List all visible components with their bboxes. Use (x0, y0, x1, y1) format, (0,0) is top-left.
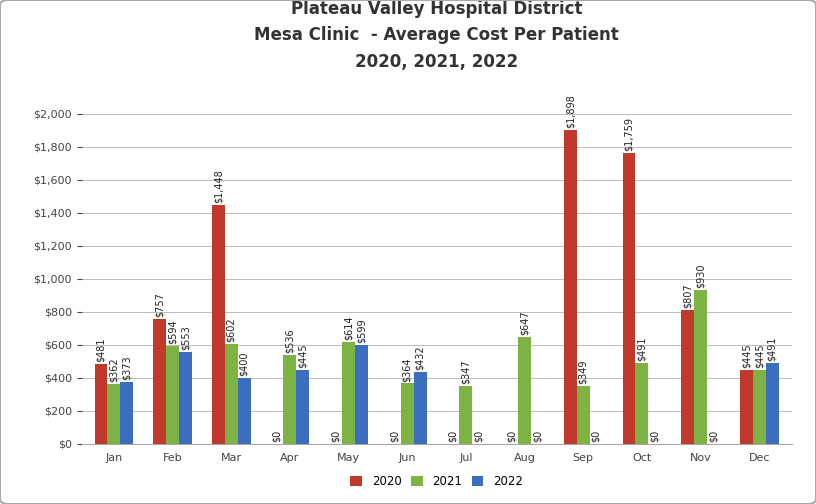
Bar (179, 352, 192, 444)
Text: $481: $481 (96, 338, 106, 362)
Text: $0: $0 (533, 429, 543, 442)
Bar (623, 153, 636, 444)
Text: $602: $602 (226, 318, 236, 342)
Bar (694, 290, 707, 444)
Text: $536: $536 (285, 329, 295, 353)
Text: $599: $599 (357, 318, 366, 343)
Text: $445: $445 (754, 344, 765, 368)
Bar (681, 310, 694, 444)
Bar (414, 372, 427, 444)
Text: $349: $349 (579, 359, 588, 384)
Bar (459, 386, 472, 444)
Bar (283, 355, 296, 444)
Text: $0: $0 (650, 429, 660, 442)
Bar (577, 386, 590, 444)
Legend: 2020, 2021, 2022: 2020, 2021, 2022 (351, 475, 522, 488)
Text: $1,898: $1,898 (565, 95, 575, 129)
Text: $0: $0 (448, 429, 458, 442)
Text: $594: $594 (167, 319, 178, 344)
Text: $400: $400 (239, 351, 249, 375)
Bar (153, 319, 166, 444)
Title: Plateau Valley Hospital District
Mesa Clinic  - Average Cost Per Patient
2020, 2: Plateau Valley Hospital District Mesa Cl… (255, 0, 619, 71)
Text: $0: $0 (330, 429, 340, 442)
Bar (166, 346, 179, 444)
Bar (636, 362, 649, 444)
Bar (224, 344, 237, 444)
Bar (212, 205, 224, 444)
Bar (518, 337, 531, 444)
Text: $647: $647 (520, 310, 530, 335)
Bar (740, 370, 753, 444)
Bar (108, 384, 120, 444)
Text: $553: $553 (180, 326, 190, 350)
Bar (753, 370, 765, 444)
Text: $362: $362 (109, 357, 119, 382)
Bar (342, 342, 355, 444)
Text: $0: $0 (272, 429, 282, 442)
Text: $807: $807 (683, 284, 693, 308)
Text: $930: $930 (695, 264, 706, 288)
Text: $0: $0 (708, 429, 718, 442)
Text: $445: $445 (298, 344, 308, 368)
Bar (401, 384, 414, 444)
Text: $1,448: $1,448 (213, 169, 224, 203)
Text: $757: $757 (155, 292, 165, 317)
Text: $491: $491 (767, 336, 777, 360)
Bar (237, 377, 251, 444)
Text: $347: $347 (461, 360, 471, 385)
Text: $0: $0 (591, 429, 601, 442)
Text: $0: $0 (474, 429, 484, 442)
Text: $0: $0 (389, 429, 399, 442)
Bar (564, 131, 577, 444)
Text: $445: $445 (742, 344, 752, 368)
Bar (296, 370, 309, 444)
Bar (355, 345, 368, 444)
Text: $0: $0 (507, 429, 517, 442)
Text: $364: $364 (402, 357, 412, 382)
Text: $491: $491 (637, 336, 647, 360)
Text: $373: $373 (122, 355, 131, 380)
Bar (765, 362, 778, 444)
Text: $432: $432 (415, 346, 425, 370)
Text: $614: $614 (344, 316, 353, 340)
Bar (120, 382, 133, 444)
Bar (95, 364, 108, 444)
Text: $1,759: $1,759 (624, 117, 634, 151)
